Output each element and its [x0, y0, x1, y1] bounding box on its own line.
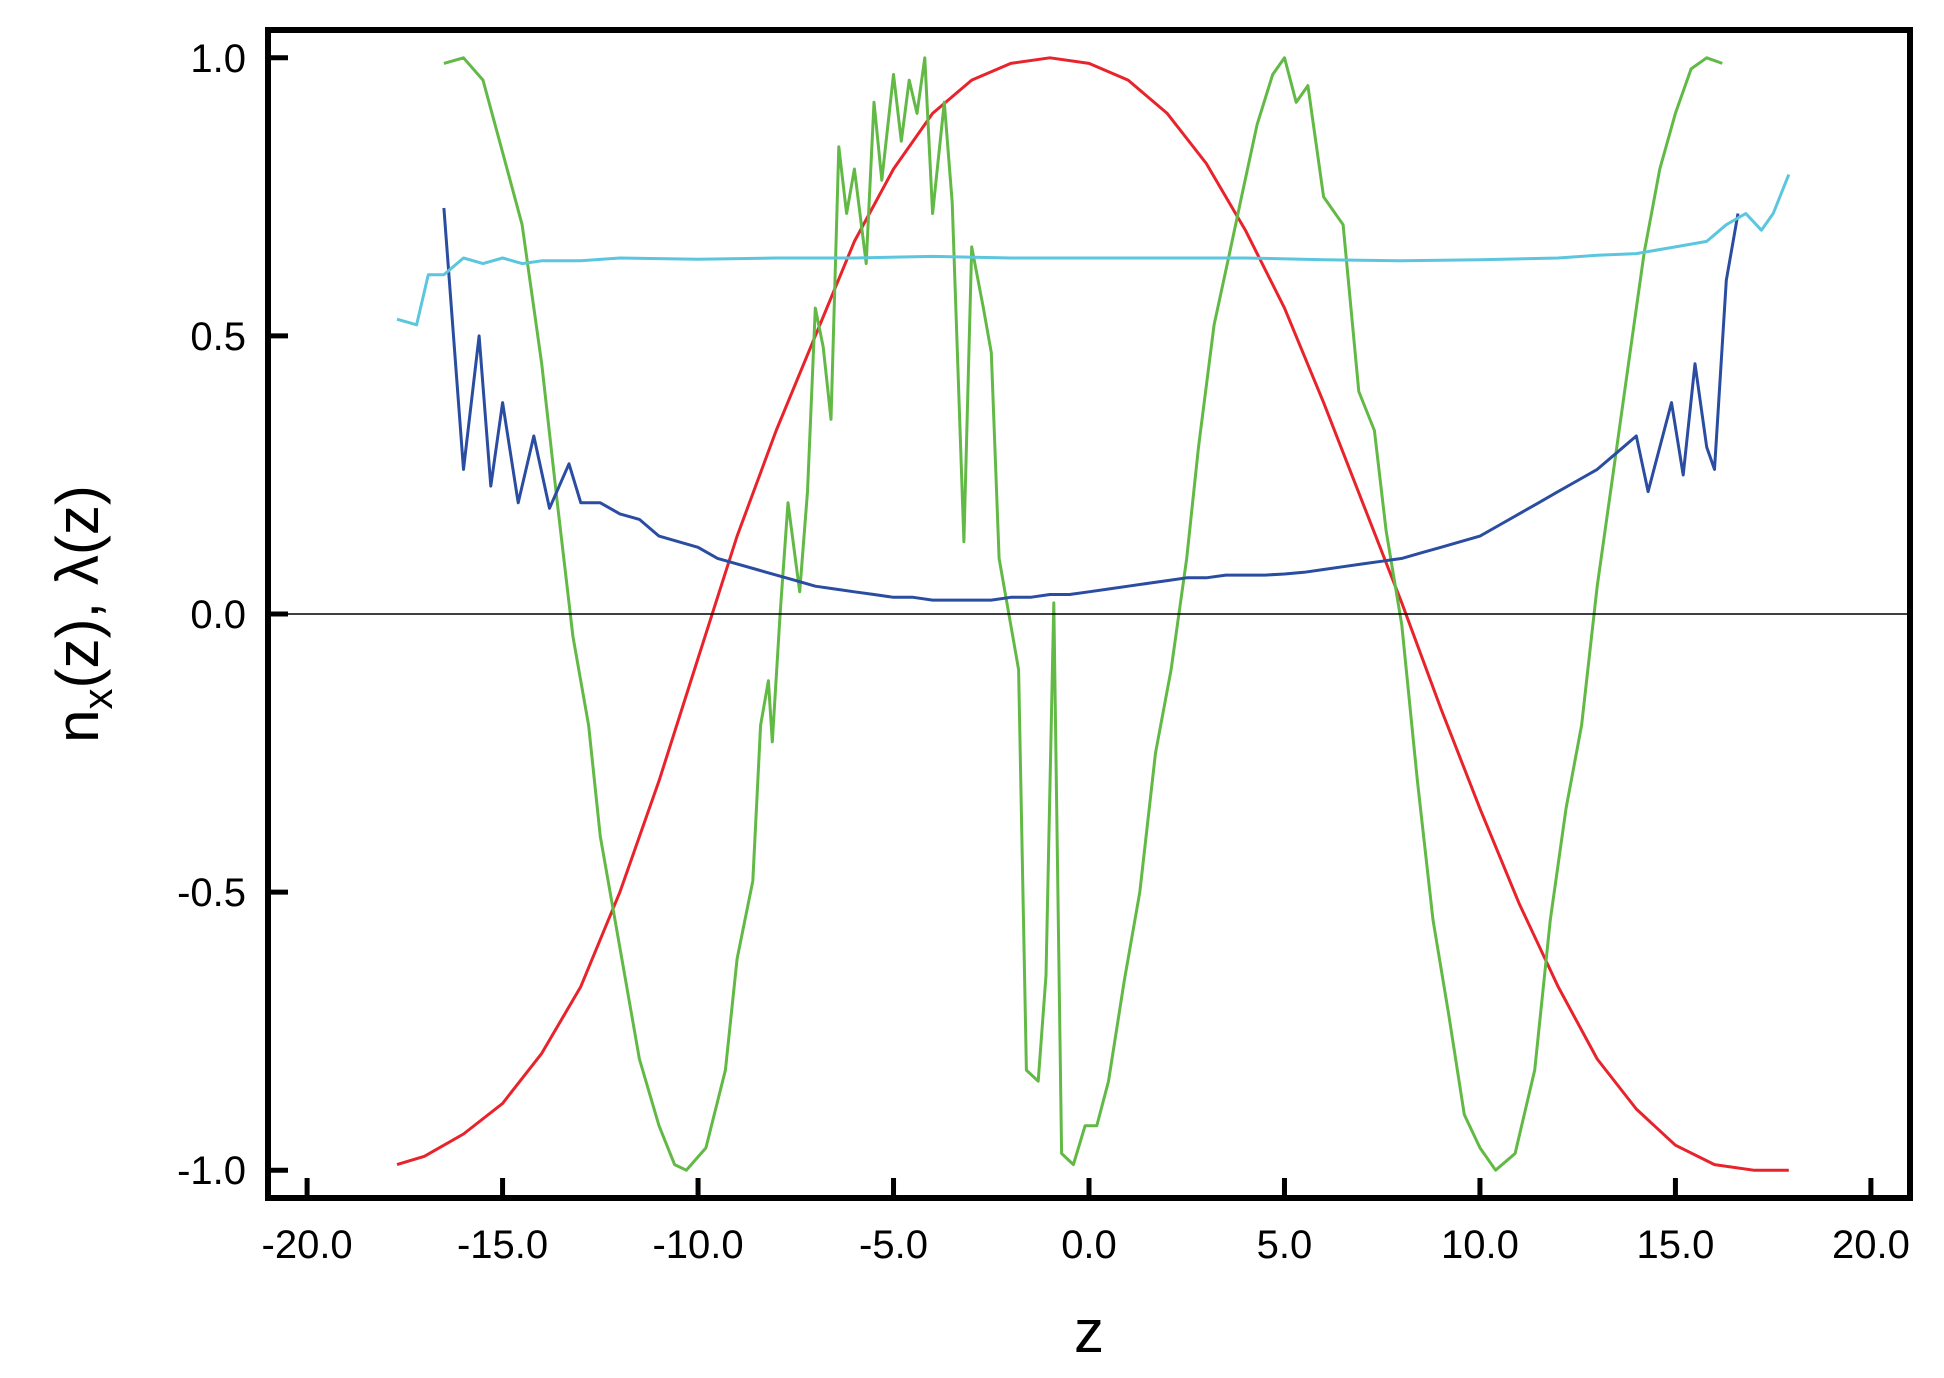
series-line-4 — [396, 174, 1791, 327]
y-tick-label: -0.5 — [177, 871, 246, 915]
x-tick-label: -5.0 — [859, 1223, 928, 1267]
y-axis-ticks: -1.0 -0.5 0.0 0.5 1.0 — [177, 37, 288, 1193]
y-axis-title-n: n — [44, 709, 111, 742]
x-axis-ticks: -20.0 -15.0 -10.0 -5.0 0.0 5.0 10.0 15.0 20.0 — [262, 1178, 1910, 1267]
x-tick-label: 0.0 — [1061, 1223, 1117, 1267]
x-tick-label: 20.0 — [1832, 1223, 1910, 1267]
series-line-1 — [396, 56, 1789, 1172]
x-tick-label: 15.0 — [1636, 1223, 1714, 1267]
y-tick-label: 0.5 — [190, 315, 246, 359]
x-tick-label: -10.0 — [652, 1223, 743, 1267]
x-tick-label: -20.0 — [262, 1223, 353, 1267]
y-axis-title-subscript: x — [74, 688, 121, 709]
x-tick-label: 5.0 — [1257, 1223, 1313, 1267]
y-axis-title: nx(z), λ(z) — [44, 485, 121, 743]
y-tick-label: 1.0 — [190, 37, 246, 81]
x-tick-label: -15.0 — [457, 1223, 548, 1267]
series-line-3 — [442, 207, 1740, 602]
y-tick-label: -1.0 — [177, 1149, 246, 1193]
x-axis-title: z — [1074, 1298, 1104, 1365]
series-layer — [396, 56, 1791, 1172]
x-tick-label: 10.0 — [1441, 1223, 1519, 1267]
series-line-2 — [443, 56, 1723, 1172]
y-tick-label: 0.0 — [190, 593, 246, 637]
y-axis-title-rest: (z), λ(z) — [44, 485, 111, 688]
